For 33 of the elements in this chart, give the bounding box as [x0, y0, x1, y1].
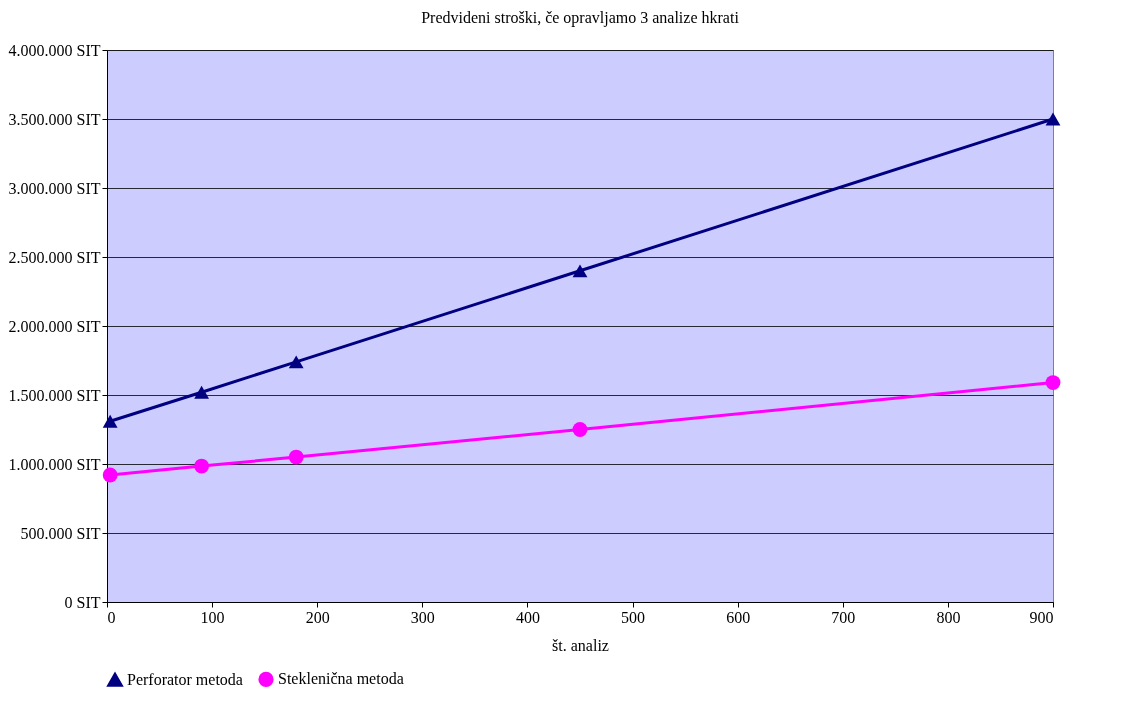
y-tick-label: 0 SIT: [64, 593, 101, 611]
y-tick-label: 4.000.000 SIT: [8, 41, 101, 59]
x-tick-label: 900: [1029, 608, 1054, 626]
point: [1045, 375, 1061, 390]
point: [572, 264, 588, 278]
y-tick-label: 3.000.000 SIT: [8, 179, 101, 197]
legend-label: Perforator metoda: [127, 670, 243, 688]
point: [102, 414, 118, 428]
x-tick-label: 600: [726, 608, 751, 626]
x-tick-label: 800: [936, 608, 961, 626]
point: [194, 385, 210, 399]
y-tick-label: 1.500.000 SIT: [8, 386, 101, 404]
point: [288, 355, 304, 369]
point: [194, 458, 210, 474]
x-tick-label: 0: [107, 608, 116, 626]
x-tick-label: 400: [515, 608, 540, 626]
x-tick-label: 100: [200, 608, 225, 626]
x-tick-label: 300: [410, 608, 435, 626]
point: [288, 449, 304, 465]
chart-title: Predvideni stroški, če opravljamo 3 analize hkrati: [421, 9, 740, 27]
x-tick-label: 700: [831, 608, 856, 626]
x-axis-title: št. analiz: [552, 636, 609, 654]
x-tick-label: 500: [621, 608, 646, 626]
y-tick-label: 1.000.000 SIT: [8, 455, 101, 473]
point: [102, 467, 118, 483]
y-tick-label: 500.000 SIT: [20, 524, 101, 542]
y-tick-label: 3.500.000 SIT: [8, 110, 101, 128]
legend-label: Steklenična metoda: [278, 670, 404, 688]
y-tick-label: 2.500.000 SIT: [8, 248, 101, 266]
point: [1045, 112, 1061, 126]
y-tick-label: 2.000.000 SIT: [8, 317, 101, 335]
point: [572, 422, 588, 437]
x-tick-label: 200: [305, 608, 330, 626]
